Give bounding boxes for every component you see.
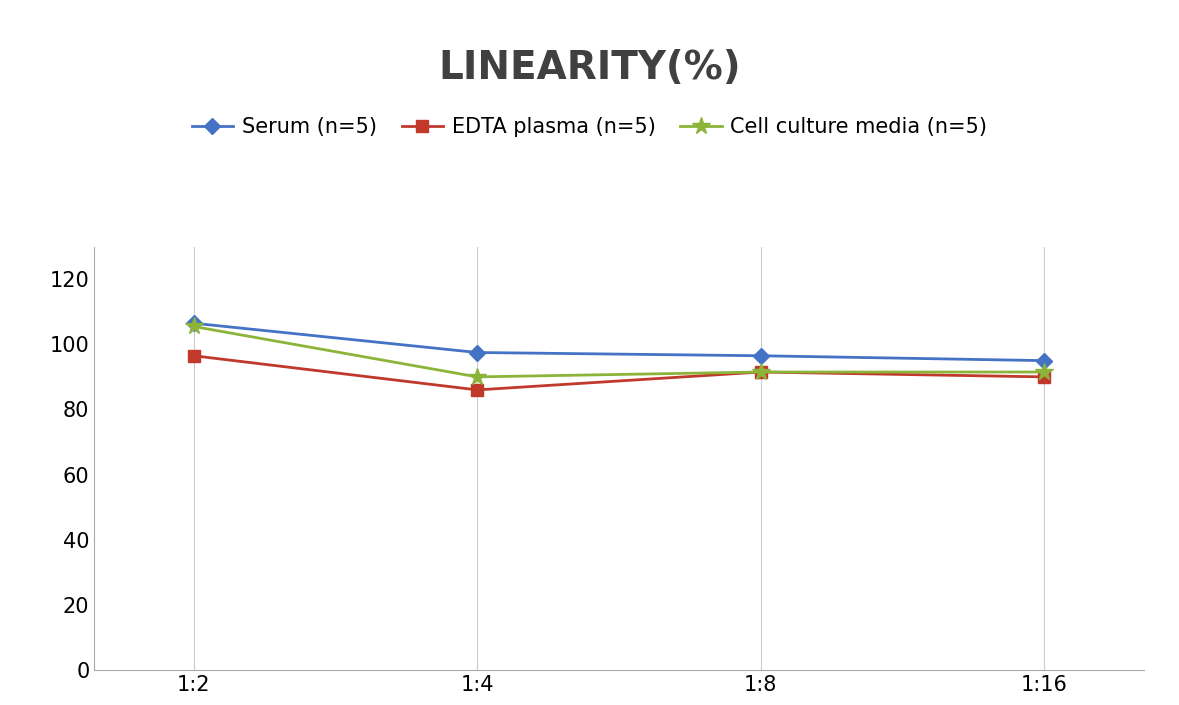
- Text: LINEARITY(%): LINEARITY(%): [439, 49, 740, 87]
- Legend: Serum (n=5), EDTA plasma (n=5), Cell culture media (n=5): Serum (n=5), EDTA plasma (n=5), Cell cul…: [183, 109, 996, 146]
